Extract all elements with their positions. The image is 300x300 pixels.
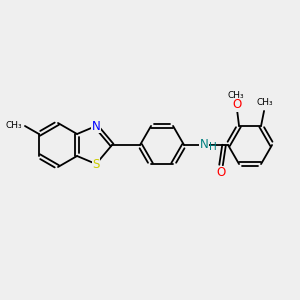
Text: O: O — [216, 167, 226, 179]
Text: N: N — [200, 137, 208, 151]
Text: CH₃: CH₃ — [257, 98, 273, 107]
Text: CH₃: CH₃ — [5, 121, 22, 130]
Text: N: N — [92, 119, 100, 133]
Text: S: S — [92, 158, 100, 170]
Text: H: H — [209, 142, 217, 152]
Text: CH₃: CH₃ — [228, 92, 244, 100]
Text: O: O — [232, 98, 242, 111]
